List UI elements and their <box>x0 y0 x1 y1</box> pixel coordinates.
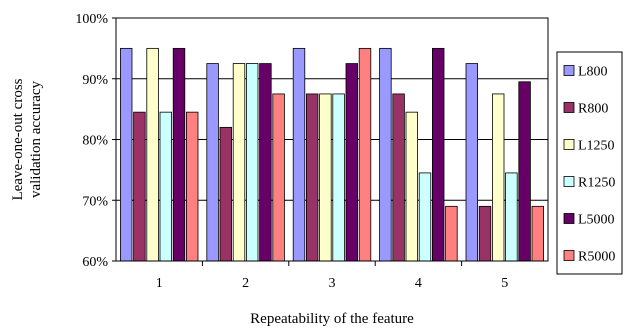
x-tick-label: 4 <box>415 276 422 291</box>
y-tick-label: 60% <box>82 255 108 270</box>
bar-L1250-5 <box>491 93 505 262</box>
bar-L5000-2 <box>259 63 272 262</box>
bar-R1250-3 <box>332 93 345 262</box>
y-axis-label-line: Leave-one-out cross <box>10 78 26 200</box>
x-axis-label: Repeatability of the feature <box>250 311 414 327</box>
y-tick-label: 90% <box>82 73 108 88</box>
y-tick-label: 100% <box>75 12 108 27</box>
bar-R5000-3 <box>358 47 372 262</box>
bar-R1250-1 <box>159 111 173 262</box>
bar-L1250-2 <box>232 63 246 262</box>
bar-L5000-4 <box>431 47 445 262</box>
bar-L800-3 <box>292 47 306 262</box>
bar-R800-4 <box>392 93 405 262</box>
y-tick-label: 80% <box>82 134 108 149</box>
bars <box>120 47 545 262</box>
y-axis-label: Leave-one-out cross validation accuracy <box>10 78 44 200</box>
legend-entry-L1250: L1250 <box>578 139 615 154</box>
bar-R800-3 <box>305 93 319 262</box>
x-tick-label: 2 <box>242 276 249 291</box>
legend-swatch <box>563 213 575 224</box>
bar-L1250-4 <box>405 111 419 262</box>
bar-L800-5 <box>465 63 479 262</box>
legend-box <box>556 51 623 275</box>
bar-L800-4 <box>379 47 392 262</box>
x-tick-label: 5 <box>501 276 508 291</box>
bar-R5000-5 <box>531 205 545 262</box>
bar-L800-2 <box>206 63 219 262</box>
y-tick-label: 70% <box>82 194 108 209</box>
legend-swatch <box>563 139 575 150</box>
legend-swatch <box>563 176 575 187</box>
bar-R5000-2 <box>272 93 285 262</box>
y-axis-label-line: validation accuracy <box>28 80 44 198</box>
bar-R1250-2 <box>245 63 259 262</box>
bar-R1250-4 <box>418 172 432 262</box>
legend-entry-L800: L800 <box>578 65 608 80</box>
bar-L5000-3 <box>345 63 359 262</box>
bar-R1250-5 <box>505 172 518 262</box>
legend-entry-R1250: R1250 <box>578 176 615 191</box>
bar-R800-5 <box>478 205 492 262</box>
y-axis: 60% 70% 80% 90% 100% <box>75 12 116 270</box>
bar-R800-1 <box>133 111 146 262</box>
bar-L1250-1 <box>146 47 159 262</box>
bar-R5000-4 <box>445 205 458 262</box>
bar-L800-1 <box>120 47 133 262</box>
bar-L5000-5 <box>518 81 531 262</box>
x-tick-label: 1 <box>156 276 163 291</box>
bar-L1250-3 <box>319 93 332 262</box>
legend-entry-R5000: R5000 <box>578 250 615 265</box>
x-tick-label: 3 <box>329 276 336 291</box>
x-axis: 1 2 3 4 5 <box>156 261 508 291</box>
legend-swatch <box>563 102 575 113</box>
bar-R800-2 <box>219 126 233 262</box>
bar-L5000-1 <box>172 47 186 262</box>
legend-swatch <box>563 250 575 261</box>
legend-entry-R800: R800 <box>578 102 608 117</box>
bar-R5000-1 <box>185 111 199 262</box>
legend-entry-L5000: L5000 <box>578 213 615 228</box>
legend-swatch <box>563 65 575 76</box>
legend: L800 R800 L1250 R1250 L5000 R5000 <box>556 51 623 275</box>
